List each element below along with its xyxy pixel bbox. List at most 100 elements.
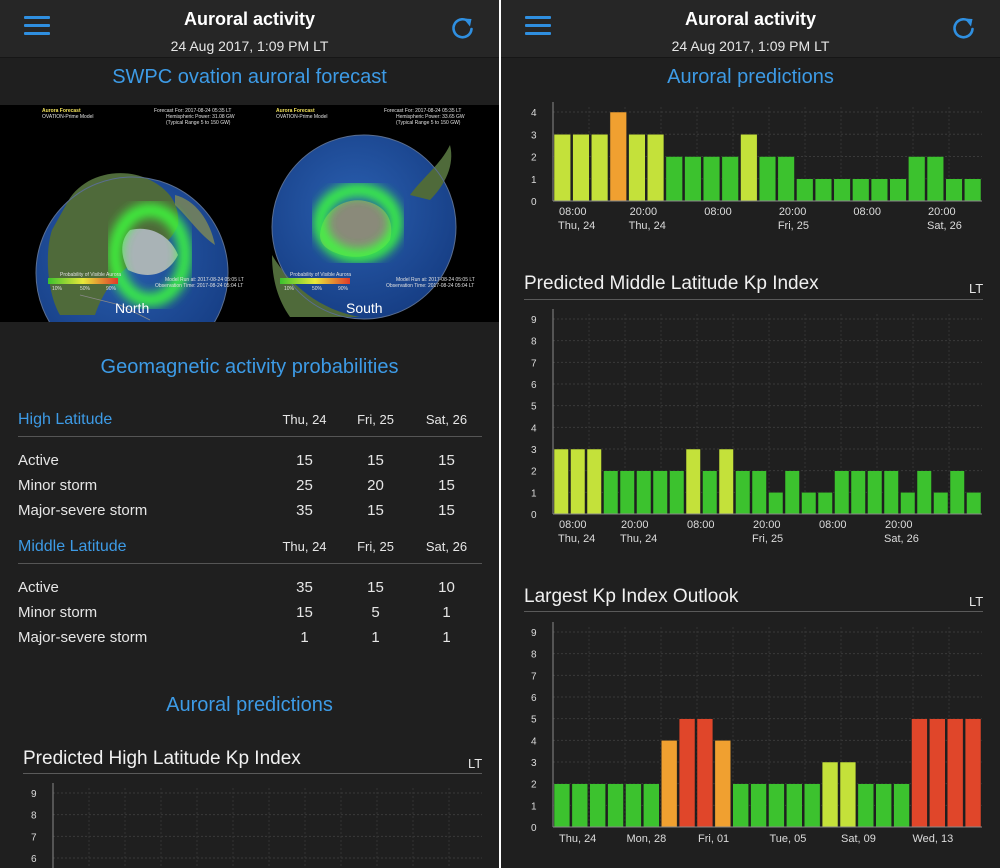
- x-tick-day: Thu, 24: [629, 220, 666, 232]
- x-tick-time: 20:00: [621, 519, 649, 531]
- y-tick-label: 0: [531, 197, 537, 208]
- kp-bar: [591, 134, 609, 202]
- kp-bar: [570, 448, 586, 515]
- row-label: Minor storm: [18, 477, 98, 494]
- kp-bar: [669, 470, 685, 515]
- map-observation-time: Observation Time: 2017-08-24 05:04 LT: [386, 283, 475, 289]
- x-tick-day: Sat, 26: [927, 220, 962, 232]
- kp-bar: [718, 448, 734, 515]
- nav-bar: Auroral activity 24 Aug 2017, 1:09 PM LT: [501, 0, 1000, 58]
- x-tick-day: Fri, 25: [778, 220, 809, 232]
- cell-value: 10: [438, 579, 455, 596]
- forecast-title: SWPC ovation auroral forecast: [112, 66, 387, 88]
- kp-bar: [916, 470, 932, 515]
- kp-bar: [883, 470, 899, 515]
- page-title: Auroral activity: [684, 9, 817, 29]
- kp-bar: [721, 156, 739, 202]
- kp-bar: [647, 134, 665, 202]
- kp-bar: [607, 783, 624, 828]
- cell-value: 20: [367, 477, 384, 494]
- menu-button[interactable]: [525, 16, 553, 38]
- day-header: Thu, 24: [269, 533, 340, 564]
- kp-bar: [732, 783, 749, 828]
- kp-bar: [852, 178, 870, 202]
- kp-bar: [839, 761, 857, 828]
- kp-bar: [553, 448, 569, 515]
- high-latitude-kp-chart-bottom: 4 3 2 1 0 08:00 Thu, 24 20:00 Thu, 24 08:00 20:00 F…: [531, 102, 982, 232]
- y-tick-label: 8: [31, 811, 37, 822]
- page-subtitle: 24 Aug 2017, 1:09 PM LT: [170, 38, 329, 54]
- cell-value: 1: [442, 604, 451, 621]
- kp-bar: [628, 134, 646, 202]
- high-latitude-table: High Latitude Thu, 24 Fri, 25 Sat, 26 Ac…: [18, 406, 482, 523]
- kp-bar: [870, 178, 888, 202]
- kp-bar: [714, 740, 731, 828]
- kp-bar: [768, 492, 784, 515]
- refresh-button[interactable]: [950, 14, 978, 42]
- chart-divider: [23, 773, 482, 774]
- y-tick-label: 7: [531, 671, 537, 682]
- lt-label: LT: [468, 756, 483, 771]
- kp-bar: [661, 740, 678, 828]
- kp-bar: [933, 492, 949, 515]
- kp-bar: [652, 470, 668, 515]
- map-model-run: Model Run at: 2017-08-24 05:05 LT: [165, 277, 244, 283]
- aurora-forecast-panel: Aurora Forecast OVATION-Prime Model Fore…: [0, 105, 499, 322]
- kp-bar: [702, 470, 718, 515]
- y-tick-label: 2: [531, 467, 537, 478]
- map-header-title: Aurora Forecast: [42, 108, 81, 114]
- kp-bar: [625, 783, 642, 828]
- nav-bar: Auroral activity 24 Aug 2017, 1:09 PM LT: [0, 0, 499, 58]
- kp-bar: [735, 470, 751, 515]
- kp-bar: [553, 783, 571, 828]
- cell-value: 15: [367, 502, 384, 519]
- hamburger-menu-icon-bar: [24, 24, 50, 27]
- table-row: Active 15 15 15: [18, 448, 482, 473]
- map-model-run: Model Run at: 2017-08-24 05:05 LT: [396, 277, 475, 283]
- legend-tick: 10%: [52, 286, 63, 292]
- kp-bar: [678, 718, 696, 828]
- kp-bar: [964, 718, 982, 828]
- kp-bar: [966, 492, 982, 515]
- cell-value: 35: [296, 502, 313, 519]
- menu-button[interactable]: [24, 16, 52, 38]
- kp-bar: [900, 492, 916, 515]
- table-row: Major-severe storm 35 15 15: [18, 498, 482, 523]
- predictions-title: Auroral predictions: [667, 66, 834, 88]
- y-tick-label: 5: [531, 715, 537, 726]
- high-latitude-kp-chart-top: 9 8 7 6: [31, 783, 482, 868]
- legend-tick: 90%: [338, 286, 349, 292]
- kp-bar: [572, 134, 590, 202]
- kp-bar: [619, 470, 635, 515]
- north-label: North: [115, 300, 150, 316]
- y-tick-label: 9: [31, 789, 37, 800]
- hamburger-menu-icon: [525, 16, 551, 19]
- y-tick-label: 4: [531, 108, 537, 119]
- x-tick-label: Mon, 28: [627, 833, 667, 845]
- geo-title: Geomagnetic activity probabilities: [100, 356, 399, 378]
- x-tick-time: 20:00: [753, 519, 781, 531]
- y-tick-label: 2: [531, 153, 537, 164]
- x-tick-time: 20:00: [779, 206, 807, 218]
- kp-bar: [889, 178, 907, 202]
- cell-value: 15: [367, 452, 384, 469]
- x-tick-label: Thu, 24: [559, 833, 596, 845]
- kp-bar: [589, 783, 606, 828]
- refresh-button[interactable]: [449, 14, 477, 42]
- x-tick-label: Wed, 13: [913, 833, 954, 845]
- x-tick-time: 08:00: [704, 206, 732, 218]
- kp-bar: [911, 718, 928, 828]
- row-label: Major-severe storm: [18, 629, 148, 646]
- day-header: Fri, 25: [340, 406, 411, 437]
- kp-bar: [786, 783, 803, 828]
- cell-value: 25: [296, 477, 313, 494]
- page-subtitle: 24 Aug 2017, 1:09 PM LT: [671, 38, 830, 54]
- south-map[interactable]: Aurora Forecast OVATION-Prime Model Fore…: [250, 105, 499, 322]
- middle-latitude-kp-chart: 9 8 7 6 5 4 3 2 1 0 08:00 Thu, 24 20:00 Thu, 24 08:00 2…: [531, 309, 982, 545]
- kp-bar: [804, 783, 821, 828]
- x-tick-label: Tue, 05: [770, 833, 807, 845]
- y-tick-label: 6: [31, 854, 37, 865]
- north-map[interactable]: Aurora Forecast OVATION-Prime Model Fore…: [0, 105, 250, 322]
- predictions-title: Auroral predictions: [166, 694, 333, 716]
- row-label: Active: [18, 452, 59, 469]
